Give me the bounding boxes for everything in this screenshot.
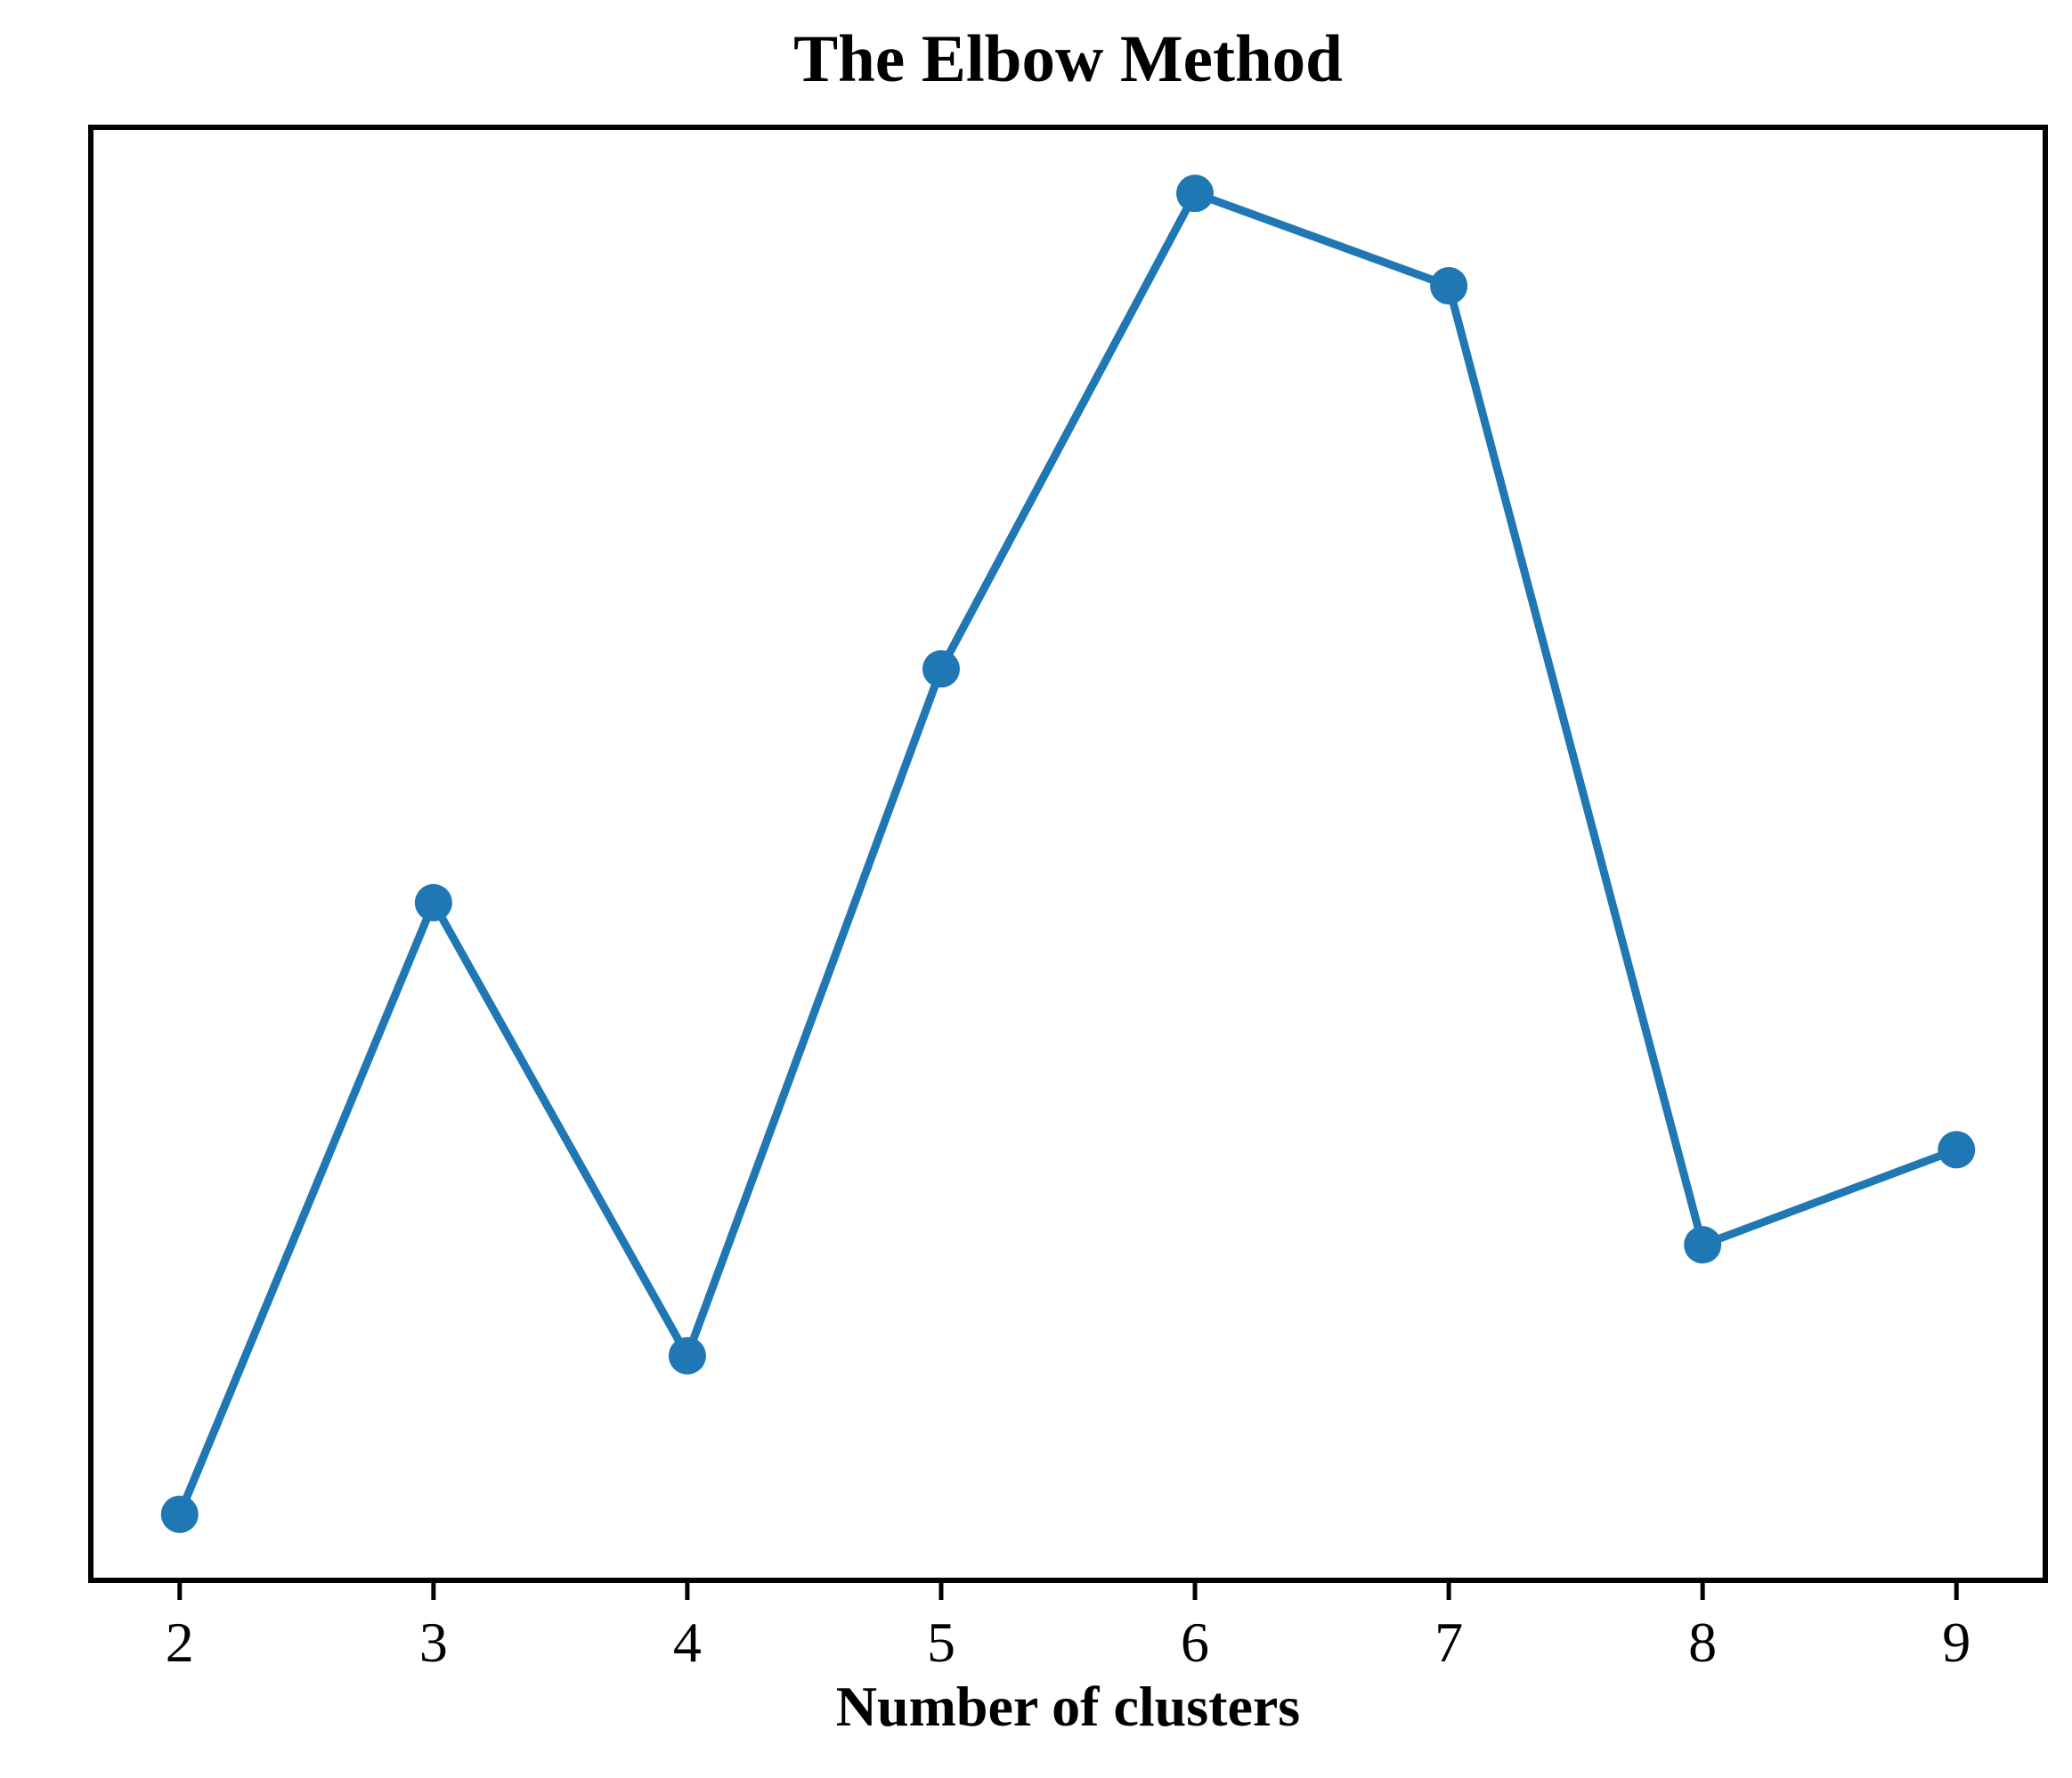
line-series	[175, 189, 1961, 1519]
x-tick-label: 9	[1942, 1611, 1970, 1674]
x-tick-label: 6	[1181, 1611, 1209, 1674]
data-point	[1938, 1131, 1976, 1169]
data-point	[414, 883, 452, 921]
x-axis-label: Number of clusters	[835, 1675, 1301, 1738]
x-tick-label: 4	[673, 1611, 702, 1674]
data-point	[1430, 267, 1468, 305]
x-tick-label: 7	[1434, 1611, 1463, 1674]
data-point	[922, 650, 960, 688]
data-point	[1176, 175, 1215, 213]
data-point	[668, 1336, 706, 1375]
chart-title: The Elbow Method	[793, 22, 1343, 96]
x-tick-label: 5	[927, 1611, 955, 1674]
x-tick-label: 2	[166, 1611, 194, 1674]
data-point	[1684, 1226, 1722, 1264]
x-tick-label: 3	[419, 1611, 448, 1674]
data-point	[160, 1495, 199, 1533]
x-tick-label: 8	[1688, 1611, 1717, 1674]
plot-frame	[88, 125, 2048, 1583]
